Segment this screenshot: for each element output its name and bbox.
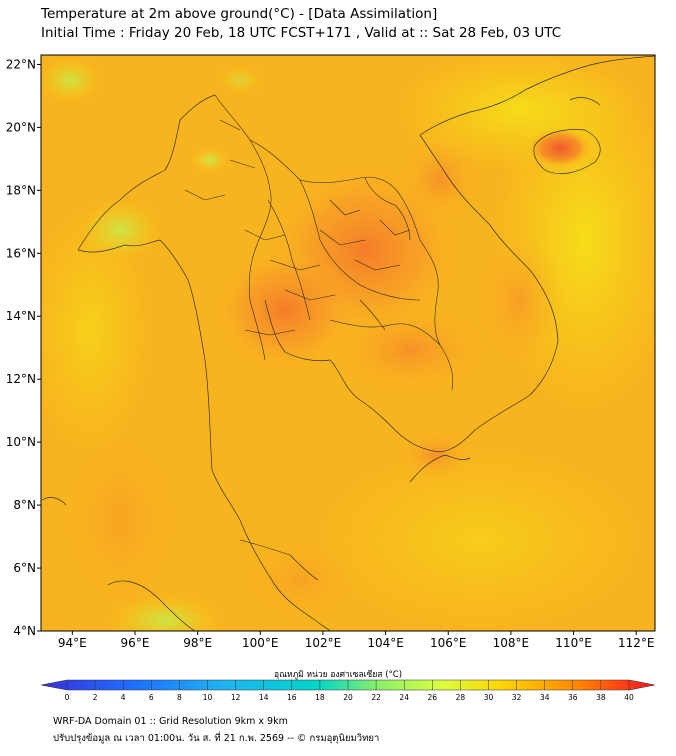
colorbar-tick-label: 24 (399, 693, 409, 702)
lon-tick-label: 102°E (305, 636, 342, 650)
colorbar-tick-label: 16 (287, 693, 297, 702)
lon-tick-label: 106°E (430, 636, 467, 650)
update-credit: ปรับปรุงข้อมูล ณ เวลา 01:00น. วัน ส. ที่… (53, 733, 380, 744)
colorbar-tick-label: 28 (456, 693, 466, 702)
lon-tick-label: 100°E (242, 636, 279, 650)
lat-tick-label: 12°N (6, 372, 36, 386)
lat-tick-label: 8°N (13, 498, 36, 512)
lat-tick-label: 20°N (6, 120, 36, 134)
lat-tick-label: 22°N (6, 57, 36, 71)
colorbar-tick-label: 12 (231, 693, 241, 702)
colorbar-tick-label: 8 (177, 693, 182, 702)
colorbar-tick-label: 10 (203, 693, 213, 702)
lon-tick-label: 98°E (183, 636, 212, 650)
colorbar-tick-label: 14 (259, 693, 269, 702)
lat-tick-label: 18°N (6, 183, 36, 197)
lat-tick-label: 4°N (13, 624, 36, 638)
colorbar-tick-label: 18 (315, 693, 325, 702)
lat-tick-label: 14°N (6, 309, 36, 323)
colorbar-tick-label: 32 (512, 693, 522, 702)
colorbar-tick-label: 38 (596, 693, 606, 702)
lat-tick-label: 10°N (6, 435, 36, 449)
colorbar-tick-label: 36 (568, 693, 578, 702)
lon-tick-label: 94°E (58, 636, 87, 650)
chart-subtitle: Initial Time : Friday 20 Feb, 18 UTC FCS… (41, 25, 562, 41)
lon-tick-label: 108°E (493, 636, 530, 650)
colorbar-tick-label: 30 (484, 693, 494, 702)
colorbar-tick-label: 20 (343, 693, 353, 702)
colorbar-tick-label: 2 (93, 693, 98, 702)
colorbar-tick-label: 40 (624, 693, 634, 702)
lon-tick-label: 96°E (121, 636, 150, 650)
colorbar-tick-label: 26 (428, 693, 438, 702)
lon-tick-label: 104°E (367, 636, 404, 650)
colorbar: 0 2 4 6 8 10 12 14 16 18 20 22 24 26 28 30 32 34 36 38 40 (40, 679, 656, 702)
coastline (41, 55, 655, 631)
colorbar-tick-label: 4 (121, 693, 126, 702)
lat-tick-label: 16°N (6, 246, 36, 260)
lon-tick-label: 112°E (618, 636, 655, 650)
map-border (40, 54, 656, 632)
country-borders (184, 94, 454, 581)
colorbar-label: อุณหภูมิ หน่วย องศาเซลเซียส (°C) (273, 670, 403, 680)
colorbar-tick-label: 0 (65, 693, 70, 702)
longitude-axis: 94°E 96°E 98°E 100°E 102°E 104°E 106°E 108°E 110… (58, 631, 655, 650)
colorbar-tick-label: 22 (371, 693, 381, 702)
latitude-axis: 22°N 20°N 18°N 16°N 14°N 12°N 10°N 8°N 6°N 4°N (6, 57, 41, 638)
colorbar-tick-label: 34 (540, 693, 550, 702)
model-info: WRF-DA Domain 01 :: Grid Resolution 9km … (53, 716, 288, 727)
colorbar-tick-label: 6 (149, 693, 154, 702)
lon-tick-label: 110°E (555, 636, 592, 650)
lat-tick-label: 6°N (13, 561, 36, 575)
chart-title: Temperature at 2m above ground(°C) - [Da… (41, 6, 438, 22)
